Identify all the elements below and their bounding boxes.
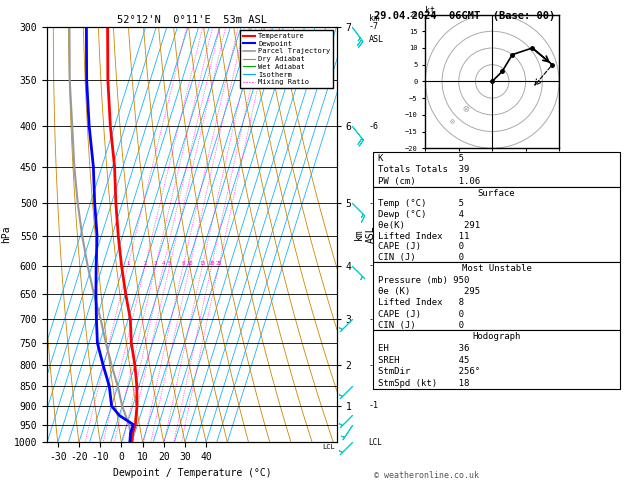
Text: Lifted Index   11: Lifted Index 11	[378, 231, 469, 241]
Text: θe (K)          295: θe (K) 295	[378, 287, 480, 296]
Text: km: km	[369, 14, 379, 22]
Text: Dewp (°C)      4: Dewp (°C) 4	[378, 210, 464, 219]
Text: -6: -6	[369, 122, 379, 131]
Legend: Temperature, Dewpoint, Parcel Trajectory, Dry Adiabat, Wet Adiabat, Isotherm, Mi: Temperature, Dewpoint, Parcel Trajectory…	[240, 30, 333, 88]
Text: PW (cm)        1.06: PW (cm) 1.06	[378, 177, 480, 186]
Text: kt: kt	[425, 5, 435, 15]
Text: LCL: LCL	[322, 444, 335, 451]
Text: -1: -1	[369, 401, 379, 410]
Text: -5: -5	[369, 199, 379, 208]
Text: Most Unstable: Most Unstable	[462, 264, 532, 273]
Text: Temp (°C)      5: Temp (°C) 5	[378, 199, 464, 208]
Text: 2: 2	[143, 261, 147, 266]
Text: StmDir         256°: StmDir 256°	[378, 367, 480, 376]
Y-axis label: km
ASL: km ASL	[354, 226, 376, 243]
Text: K              5: K 5	[378, 154, 464, 163]
Text: Hodograph: Hodograph	[472, 332, 521, 341]
Text: CIN (J)        0: CIN (J) 0	[378, 321, 464, 330]
Y-axis label: hPa: hPa	[1, 226, 11, 243]
Text: 3: 3	[154, 261, 157, 266]
Text: ⊗: ⊗	[450, 117, 455, 126]
Text: ⊗: ⊗	[462, 103, 469, 113]
Text: 8: 8	[182, 261, 185, 266]
Text: 5: 5	[168, 261, 171, 266]
Text: CAPE (J)       0: CAPE (J) 0	[378, 310, 464, 318]
Text: Pressure (mb) 950: Pressure (mb) 950	[378, 276, 469, 284]
Text: SREH           45: SREH 45	[378, 356, 469, 364]
Text: 20: 20	[208, 261, 214, 266]
Text: CIN (J)        0: CIN (J) 0	[378, 253, 464, 262]
Text: 10: 10	[187, 261, 193, 266]
Text: Surface: Surface	[478, 189, 515, 197]
Text: -4: -4	[369, 261, 379, 270]
Text: StmSpd (kt)    18: StmSpd (kt) 18	[378, 379, 469, 388]
Text: Lifted Index   8: Lifted Index 8	[378, 298, 464, 307]
Text: CAPE (J)       0: CAPE (J) 0	[378, 243, 464, 251]
Title: 52°12'N  0°11'E  53m ASL: 52°12'N 0°11'E 53m ASL	[117, 15, 267, 25]
Text: 15: 15	[199, 261, 206, 266]
Text: LCL: LCL	[369, 438, 382, 447]
Text: -3: -3	[369, 314, 379, 324]
Text: © weatheronline.co.uk: © weatheronline.co.uk	[374, 471, 479, 480]
Text: 4: 4	[162, 261, 165, 266]
X-axis label: Dewpoint / Temperature (°C): Dewpoint / Temperature (°C)	[113, 468, 271, 478]
Text: Mixing Ratio (g/kg): Mixing Ratio (g/kg)	[577, 191, 586, 278]
Text: Totals Totals  39: Totals Totals 39	[378, 165, 469, 174]
Text: 29.04.2024  06GMT  (Base: 00): 29.04.2024 06GMT (Base: 00)	[374, 11, 555, 21]
Text: -7: -7	[369, 22, 379, 31]
Text: -2: -2	[369, 361, 379, 370]
Text: 25: 25	[216, 261, 222, 266]
Text: EH             36: EH 36	[378, 344, 469, 353]
Text: ASL: ASL	[369, 35, 384, 44]
Text: θe(K)           291: θe(K) 291	[378, 221, 480, 230]
Text: 1: 1	[126, 261, 130, 266]
